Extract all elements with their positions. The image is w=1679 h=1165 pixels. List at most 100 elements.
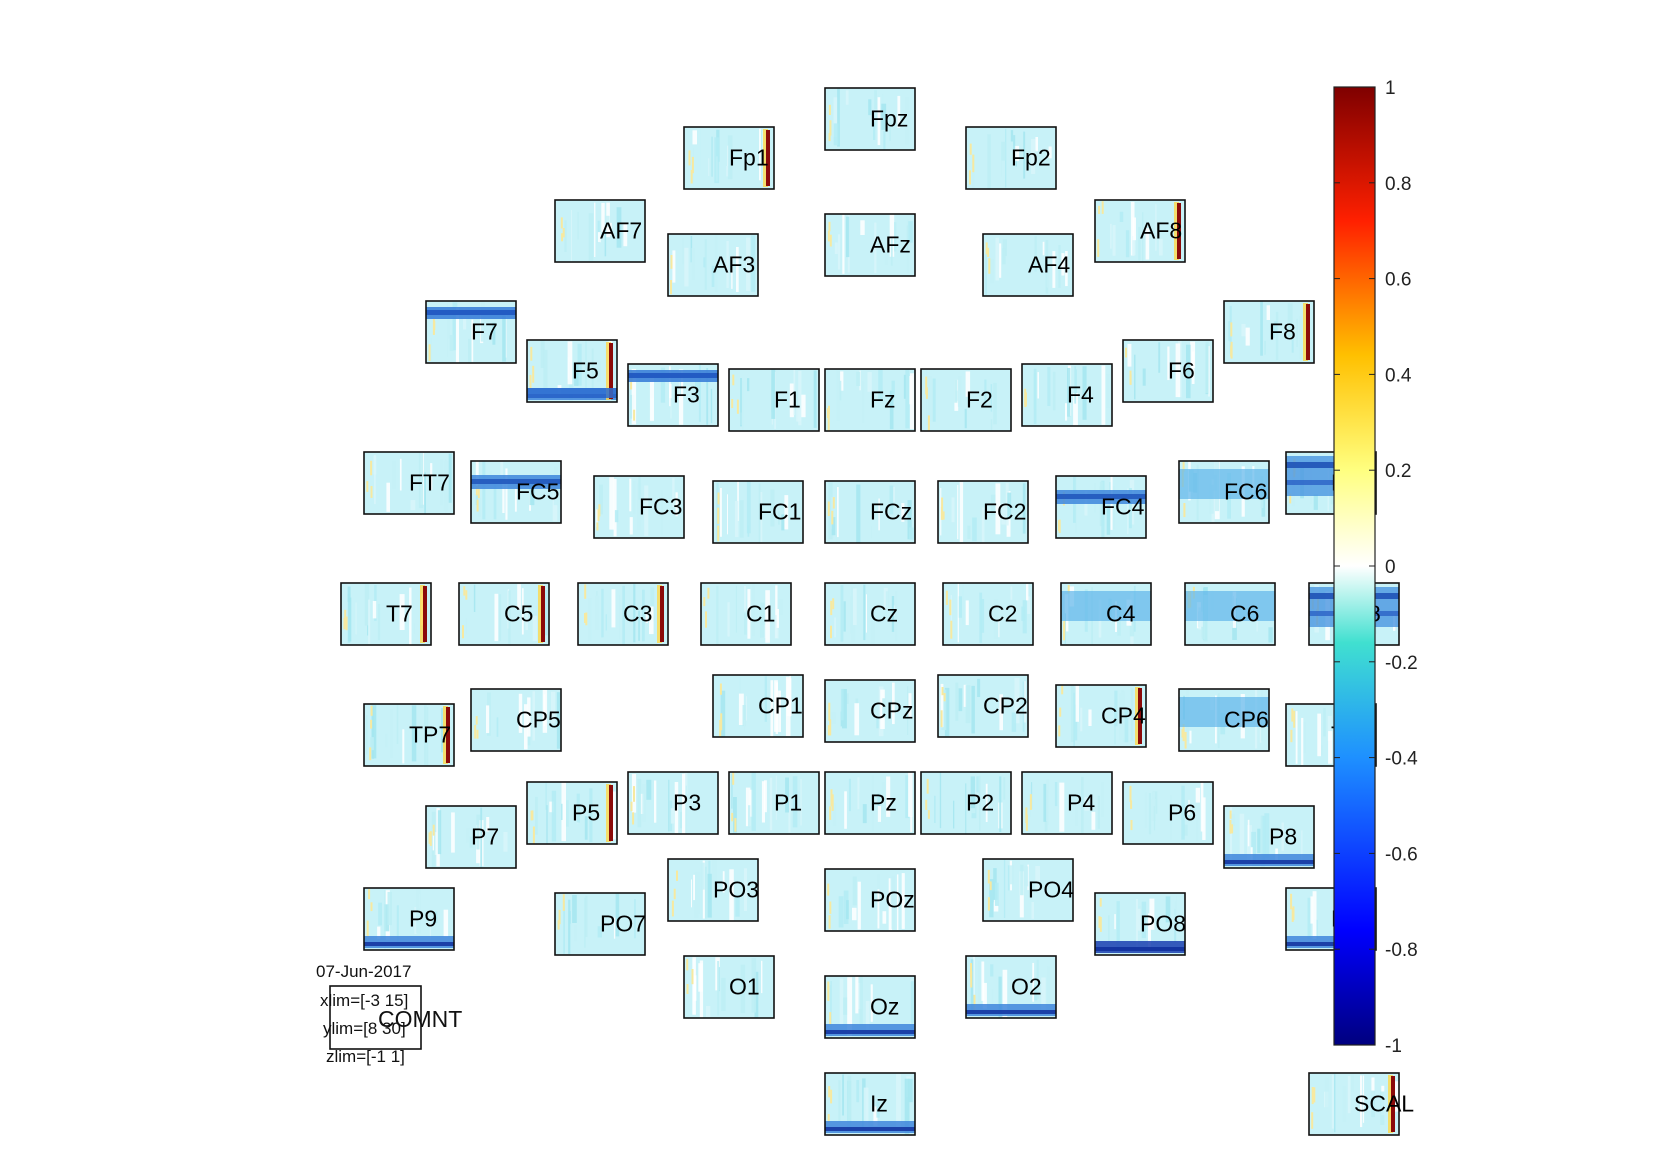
map-streak [838, 1080, 841, 1121]
map-streak [882, 698, 886, 718]
map-fleck [1024, 397, 1027, 408]
channel-po8: PO8 [1094, 892, 1186, 956]
channel-label: CP5 [516, 706, 561, 732]
map-streak [775, 585, 778, 638]
map-streak [764, 676, 767, 722]
map-streak [1034, 236, 1037, 272]
map-streak [751, 235, 756, 292]
map-streak [894, 222, 897, 252]
map-streak [508, 590, 511, 644]
map-streak [477, 497, 481, 517]
colorbar-tick-label: -0.6 [1385, 844, 1418, 865]
map-streak [982, 982, 987, 1009]
channel-frame [1223, 300, 1315, 364]
map-streak [1005, 483, 1009, 526]
map-band [1179, 469, 1269, 499]
map-streak [901, 503, 905, 522]
map-streak [1127, 343, 1132, 367]
map-streak [848, 778, 851, 812]
map-streak [1287, 303, 1293, 338]
map-streak [613, 479, 617, 537]
map-streak [1205, 341, 1209, 394]
map-streak [473, 584, 476, 612]
map-streak [746, 481, 751, 534]
map-streak [793, 369, 796, 416]
map-fleck [970, 971, 973, 988]
map-streak [494, 593, 499, 642]
map-streak [1047, 966, 1051, 1015]
map-streak [889, 117, 891, 141]
channel-frame [1184, 582, 1276, 646]
map-streak [904, 97, 910, 145]
channel-label: FCz [870, 498, 912, 524]
map-streak [1257, 828, 1261, 854]
map-streak [1351, 1073, 1354, 1092]
map-streak [502, 481, 505, 513]
map-streak [601, 588, 604, 638]
map-streak [891, 380, 895, 398]
map-streak [1301, 830, 1303, 867]
map-streak [1074, 804, 1078, 826]
channel-p4: P4 [1021, 771, 1113, 835]
map-fleck [943, 693, 946, 702]
map-streak [878, 369, 883, 401]
map-streak [965, 600, 969, 626]
map-fleck [531, 810, 534, 821]
map-streak [584, 816, 588, 840]
map-fleck [561, 233, 564, 242]
map-streak [1075, 685, 1079, 722]
map-streak [1138, 226, 1141, 261]
map-streak [889, 214, 895, 257]
map-streak [722, 871, 725, 893]
map-streak [698, 364, 701, 422]
channel-label: P3 [673, 789, 701, 815]
map-streak [413, 623, 415, 634]
map-streak [571, 209, 572, 262]
map-fleck [676, 870, 678, 881]
channel-c2: C2 [942, 582, 1034, 646]
channel-fc4: FC4 [1055, 475, 1147, 539]
map-fleck [1181, 729, 1184, 738]
map-streak [830, 981, 832, 1038]
map-fleck [827, 981, 830, 990]
channel-fc3: FC3 [593, 475, 685, 539]
map-streak [605, 346, 607, 368]
map-streak [1153, 791, 1155, 806]
map-streak [940, 488, 942, 536]
map-streak [1003, 859, 1006, 918]
map-fleck [987, 247, 990, 257]
map-streak [775, 775, 777, 820]
map-streak [905, 369, 910, 429]
map-band-core [1286, 480, 1376, 485]
map-streak [720, 690, 726, 737]
channel-map-bg [555, 200, 645, 262]
map-fleck [1311, 1087, 1314, 1105]
map-streak [482, 461, 486, 520]
map-fleck [1290, 729, 1293, 743]
map-streak [761, 781, 765, 823]
map-streak [965, 783, 967, 834]
map-edge-red [446, 707, 450, 763]
map-streak [889, 485, 894, 515]
channel-label: AF7 [600, 217, 642, 243]
channel-label: FC4 [1101, 493, 1145, 519]
channel-frame [824, 87, 916, 151]
map-streak [1035, 866, 1040, 892]
map-streak [1134, 354, 1136, 400]
map-streak [733, 797, 737, 833]
map-fleck [987, 869, 990, 884]
colorbar-tick-label: -0.4 [1385, 749, 1418, 770]
map-streak [778, 690, 781, 732]
map-streak [1108, 915, 1110, 953]
map-streak [932, 378, 936, 422]
map-fleck [988, 258, 991, 274]
map-streak [776, 609, 779, 628]
map-streak [1145, 228, 1150, 260]
channel-frame [1122, 339, 1214, 403]
map-fleck [596, 522, 599, 531]
map-streak [1170, 795, 1172, 840]
map-streak [883, 130, 886, 150]
map-streak [971, 685, 975, 734]
map-streak [1132, 217, 1136, 241]
map-fleck [1097, 239, 1100, 257]
